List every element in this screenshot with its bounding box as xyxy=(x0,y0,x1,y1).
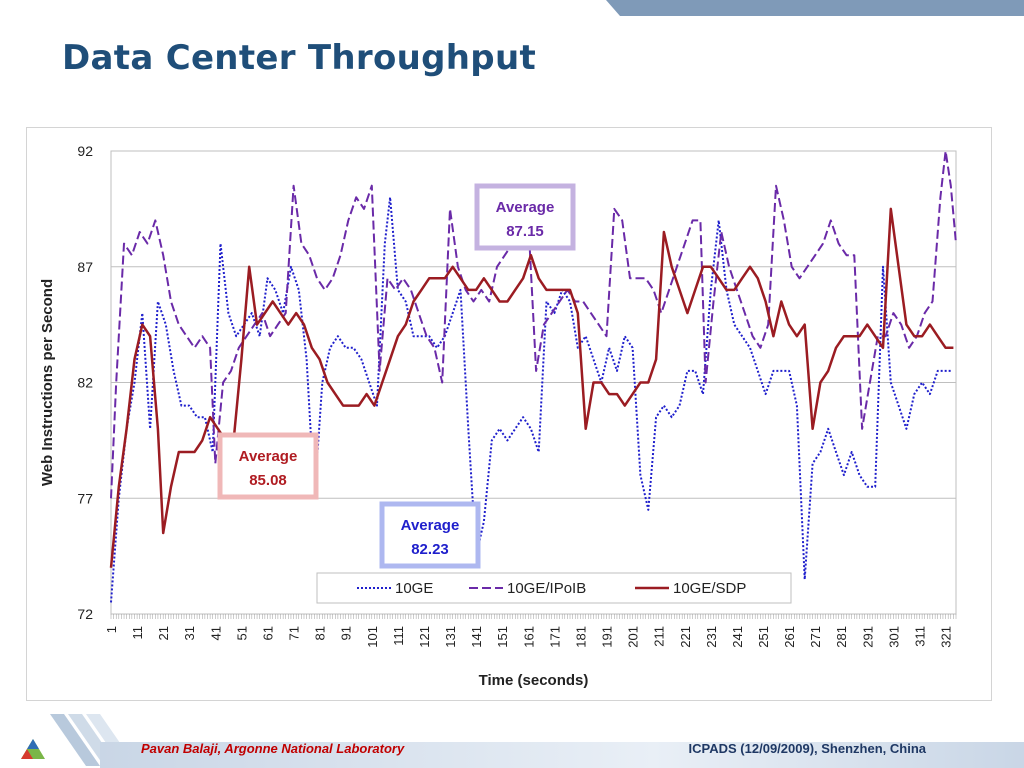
y-tick-label: 77 xyxy=(77,490,93,506)
x-tick-label: 41 xyxy=(208,626,223,640)
y-tick-label: 72 xyxy=(77,606,93,622)
x-tick-label: 271 xyxy=(808,626,823,648)
x-tick-label: 81 xyxy=(313,626,328,640)
x-tick-label: 91 xyxy=(339,626,354,640)
average-callout-label-1: Average xyxy=(239,448,298,465)
average-callout-label-2: Average xyxy=(401,517,460,534)
x-tick-label: 281 xyxy=(834,626,849,648)
x-tick-label: 161 xyxy=(521,626,536,648)
top-accent-band xyxy=(606,0,1024,16)
argonne-logo-icon xyxy=(21,739,45,759)
x-tick-label: 301 xyxy=(886,626,901,648)
x-tick-label: 181 xyxy=(573,626,588,648)
x-tick-label: 261 xyxy=(782,626,797,648)
average-callout-box-0 xyxy=(474,183,576,251)
average-callout-value-0: 87.15 xyxy=(506,223,544,240)
x-tick-label: 121 xyxy=(417,626,432,648)
x-tick-label: 201 xyxy=(626,626,641,648)
x-tick-label: 171 xyxy=(547,626,562,648)
legend-label-2: 10GE/SDP xyxy=(673,580,746,597)
x-tick-label: 1 xyxy=(104,626,119,633)
x-tick-label: 101 xyxy=(365,626,380,648)
x-tick-label: 291 xyxy=(860,626,875,648)
x-tick-label: 71 xyxy=(287,626,302,640)
x-tick-label: 241 xyxy=(730,626,745,648)
average-callout-box-1 xyxy=(217,432,319,500)
x-tick-label: 31 xyxy=(182,626,197,640)
average-callout-box-2 xyxy=(379,501,481,569)
x-tick-label: 151 xyxy=(495,626,510,648)
chart-frame: 72 77 82 87 92 1 11 21 31 41 51 61 71 81 91 101 111 121 13… xyxy=(26,127,992,701)
x-axis-label: Time (seconds) xyxy=(479,672,589,689)
x-tick-label: 141 xyxy=(469,626,484,648)
series-line-1 xyxy=(110,150,957,499)
x-tick-label: 311 xyxy=(912,626,927,647)
slide-title: Data Center Throughput xyxy=(62,38,537,78)
average-callout-label-0: Average xyxy=(496,199,555,216)
legend-label-0: 10GE xyxy=(395,580,433,597)
x-tick-label: 191 xyxy=(600,626,615,648)
legend-label-1: 10GE/IPoIB xyxy=(507,580,586,597)
slide-footer: Pavan Balaji, Argonne National Laborator… xyxy=(0,712,1024,768)
y-axis-label: Web Instructions per Second xyxy=(39,279,56,486)
footer-venue: ICPADS (12/09/2009), Shenzhen, China xyxy=(688,741,926,756)
x-tick-label: 21 xyxy=(156,626,171,640)
legend-box xyxy=(316,572,792,604)
x-tick-label: 221 xyxy=(678,626,693,648)
y-tick-label: 82 xyxy=(77,375,93,391)
x-tick-label: 321 xyxy=(939,626,954,648)
series-line-2 xyxy=(109,207,954,568)
x-tick-label: 111 xyxy=(391,626,406,646)
x-tick-label: 11 xyxy=(130,626,145,640)
x-tick-label: 131 xyxy=(443,626,458,648)
average-callout-value-2: 82.23 xyxy=(411,541,449,558)
x-tick-label: 61 xyxy=(260,626,275,640)
footer-author: Pavan Balaji, Argonne National Laborator… xyxy=(141,741,405,756)
series-line-0 xyxy=(110,196,951,603)
footer-bar xyxy=(100,742,1024,768)
x-tick-label: 251 xyxy=(756,626,771,648)
y-tick-label: 92 xyxy=(77,143,93,159)
y-tick-label: 87 xyxy=(77,259,93,275)
average-callout-value-1: 85.08 xyxy=(249,472,287,489)
x-tick-label: 51 xyxy=(234,626,249,640)
x-tick-label: 211 xyxy=(652,626,667,647)
x-tick-label: 231 xyxy=(704,626,719,648)
